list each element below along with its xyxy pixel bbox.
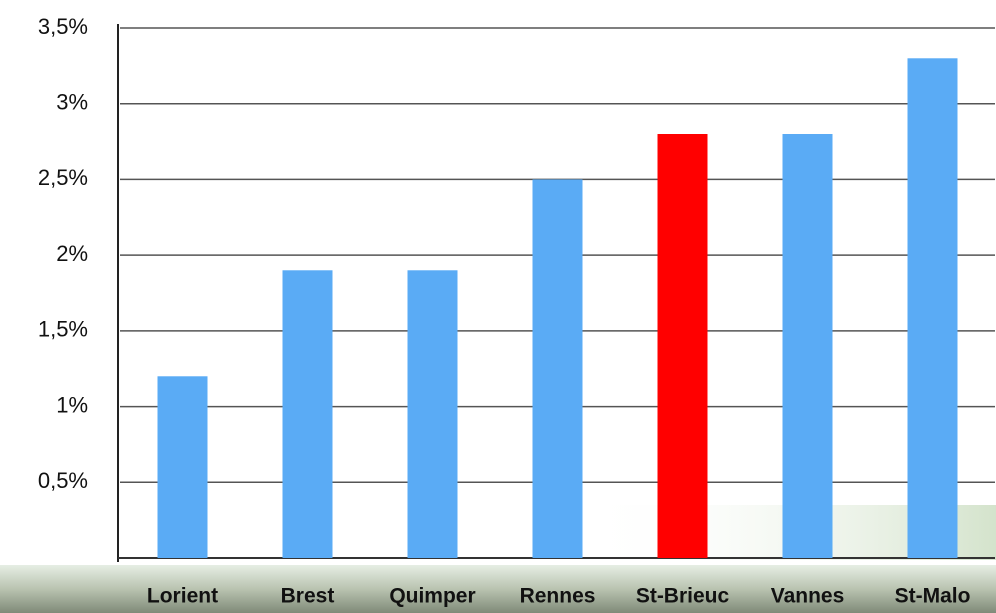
x-tick-label: Vannes <box>771 585 845 608</box>
y-tick-label: 0,5% <box>38 468 88 493</box>
x-tick-label: Lorient <box>147 585 218 608</box>
bar <box>532 179 583 558</box>
x-tick-label: Brest <box>281 585 335 608</box>
bar <box>282 270 333 558</box>
bar <box>157 376 208 558</box>
y-tick-label: 1,5% <box>38 317 88 342</box>
bar <box>657 134 708 558</box>
bar <box>407 270 458 558</box>
y-tick-label: 2% <box>56 241 88 266</box>
x-tick-label: Quimper <box>389 585 475 608</box>
y-tick-label: 2,5% <box>38 165 88 190</box>
x-tick-label: St-Brieuc <box>636 585 730 608</box>
bar <box>782 134 833 558</box>
y-tick-label: 3,5% <box>38 14 88 39</box>
y-tick-label: 3% <box>56 90 88 115</box>
x-tick-label: St-Malo <box>895 585 971 608</box>
background-landscape <box>0 565 996 613</box>
x-tick-label: Rennes <box>520 585 596 608</box>
bar <box>907 58 958 559</box>
y-tick-label: 1% <box>56 392 88 417</box>
